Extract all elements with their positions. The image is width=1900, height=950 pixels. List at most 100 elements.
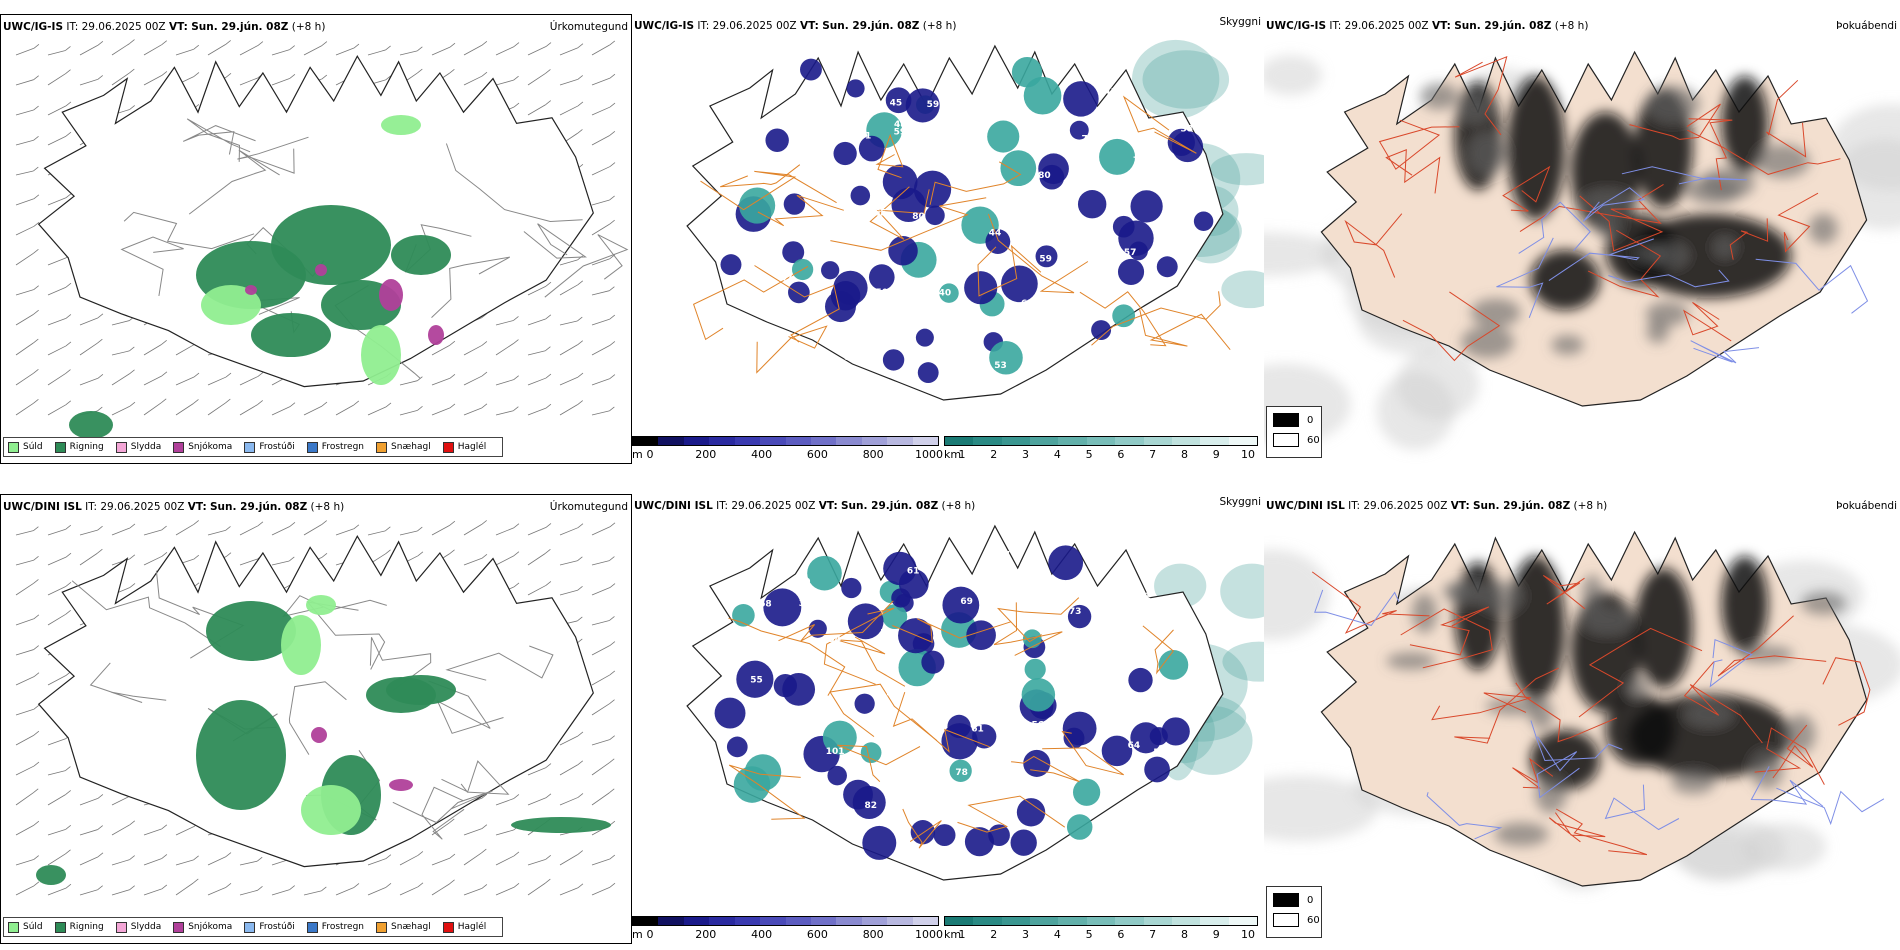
height-colorbar-tick: 400 (751, 448, 773, 461)
distance-colorbar-tick: 6 (1117, 928, 1125, 941)
precip-legend-item: Súld (8, 441, 43, 453)
distance-colorbar-tick: 3 (1022, 448, 1030, 461)
distance-colorbar-tick: 7 (1149, 928, 1157, 941)
cloud-base-label: 101 (826, 747, 845, 757)
distance-colorbar-tick: 7 (1149, 448, 1157, 461)
cloud-base-label: 43 (1104, 87, 1117, 97)
precip-legend-swatch (54, 921, 66, 933)
cloud-base-label: 39 (992, 679, 1005, 689)
low-cloud-areas (720, 56, 1214, 384)
fog-indicator-areas (1419, 76, 1838, 359)
cloud-base-label: 58 (1180, 125, 1193, 135)
cloud-base-label: 59 (927, 100, 940, 110)
height-colorbar-tick: 200 (695, 448, 717, 461)
distance-colorbar-tick: 9 (1212, 448, 1220, 461)
precip-legend-item: Rigning (54, 921, 104, 933)
cloud-base-label: 57 (880, 629, 893, 639)
precip-legend-item: Frostregn (306, 441, 364, 453)
precipitation-areas (36, 595, 611, 885)
cloud-base-label: 66 (1055, 189, 1068, 199)
precip-product-name: Úrkomutegund (549, 501, 628, 513)
cloud-base-label: 80 (860, 260, 873, 270)
precip-legend-label: Rigning (69, 442, 104, 452)
precip-legend-label: Frostúði (259, 922, 295, 932)
cloud-base-label: 69 (844, 353, 857, 363)
visibility-product-name: Skyggni (1219, 496, 1262, 508)
cloud-base-label: 62 (1088, 695, 1101, 705)
cloud-base-label: 48 (959, 93, 972, 103)
distance-colorbar-tick: 2 (990, 448, 998, 461)
low-cloud-areas (714, 545, 1190, 860)
cloud-base-label: 55 (1153, 748, 1166, 758)
cloud-base-labels: 6064806083484066475846484944474853778661… (769, 87, 1200, 370)
fog-legend-item: 60 (1273, 913, 1321, 927)
distance-colorbar: km 1 2 3 4 5 6 7 8 9 10 (944, 436, 1258, 464)
cloud-base-label: 83 (1188, 168, 1201, 178)
distance-colorbar-tick: 1 (958, 448, 966, 461)
precip-legend-swatch (115, 441, 127, 453)
precip-title: UWC/IG-IS IT: 29.06.2025 00Z VT: Sun. 29… (3, 21, 326, 33)
cloud-base-label: 43 (1116, 611, 1129, 621)
distance-colorbar-tick: 4 (1053, 448, 1061, 461)
visibility-panel-dini: UWC/DINI ISL IT: 29.06.2025 00Z VT: Sun.… (632, 494, 1264, 944)
precip-legend-label: Súld (23, 922, 43, 932)
precip-legend-label: Súld (23, 442, 43, 452)
fog-product-name: Þokuábendi (1836, 20, 1897, 32)
fog-legend-item: 0 (1273, 413, 1321, 427)
cloud-base-label: 82 (864, 801, 877, 811)
cloud-base-label: 46 (781, 712, 794, 722)
cloud-base-label: 44 (989, 228, 1002, 238)
cloud-base-label: 67 (859, 766, 872, 776)
iceland-coastline (686, 44, 1224, 401)
precip-legend-swatch (8, 921, 19, 933)
visibility-title: UWC/DINI ISL IT: 29.06.2025 00Z VT: Sun.… (634, 500, 976, 512)
fog-legend-swatch (1273, 893, 1299, 907)
precip-product-name: Úrkomutegund (549, 21, 628, 33)
cloud-base-label: 44 (943, 332, 956, 342)
precip-legend-item: Súld (8, 921, 43, 933)
iceland-coastline (686, 524, 1224, 881)
distance-colorbar-tick: 2 (990, 928, 998, 941)
precip-legend-label: Snæhagl (391, 922, 431, 932)
fog-legend-swatch (1273, 413, 1299, 427)
cloud-base-label: 53 (994, 361, 1007, 371)
cloud-base-label: 49 (835, 343, 848, 353)
distance-colorbar-tick: 1 (958, 928, 966, 941)
cloud-base-label: 62 (1021, 299, 1034, 309)
height-colorbar: m 0 200 400 600 800 1000 (632, 916, 943, 944)
height-colorbar-tick: 400 (751, 928, 773, 941)
visibility-map: 6064806083484066475846484944474853778661… (686, 39, 1264, 401)
precip-legend-swatch (306, 921, 318, 933)
cloud-base-label: 36 (886, 689, 899, 699)
distance-colorbar-tick: 5 (1085, 928, 1093, 941)
height-colorbar-tick: 800 (862, 928, 884, 941)
distance-colorbar-tick: 9 (1212, 928, 1220, 941)
cloud-base-label: 33 (804, 588, 817, 598)
height-colorbar-strip (632, 436, 939, 446)
precip-title: UWC/DINI ISL IT: 29.06.2025 00Z VT: Sun.… (3, 501, 345, 513)
cloud-base-label: 46 (1063, 331, 1076, 341)
cloud-base-label: 45 (890, 99, 903, 109)
cloud-base-label: 42 (809, 162, 822, 172)
precip-panel-dini: UWC/DINI ISL IT: 29.06.2025 00Z VT: Sun.… (0, 494, 632, 944)
precip-legend-item: Snæhagl (376, 921, 431, 933)
precip-legend-item: Frostúði (244, 921, 295, 933)
height-colorbar-tick: 600 (806, 448, 828, 461)
precip-legend-item: Frostúði (244, 441, 295, 453)
precip-legend-label: Slydda (130, 442, 162, 452)
distance-colorbar-tick: 10 (1241, 448, 1255, 461)
height-colorbar-tick: 200 (695, 928, 717, 941)
visibility-product-name: Skyggni (1219, 16, 1262, 28)
cloud-base-label: 55 (750, 676, 763, 686)
precip-legend-swatch (115, 921, 127, 933)
precip-legend-swatch (376, 921, 388, 933)
precip-legend-label: Haglél (457, 922, 487, 932)
cloud-base-label: 70 (798, 577, 811, 587)
precip-legend-label: Snæhagl (391, 442, 431, 452)
precip-legend-swatch (442, 441, 454, 453)
precip-legend-item: Haglél (442, 441, 486, 453)
cloud-base-label: 60 (1093, 277, 1106, 287)
distance-colorbar-tick: 3 (1022, 928, 1030, 941)
distance-colorbar-unit: km (944, 928, 962, 941)
